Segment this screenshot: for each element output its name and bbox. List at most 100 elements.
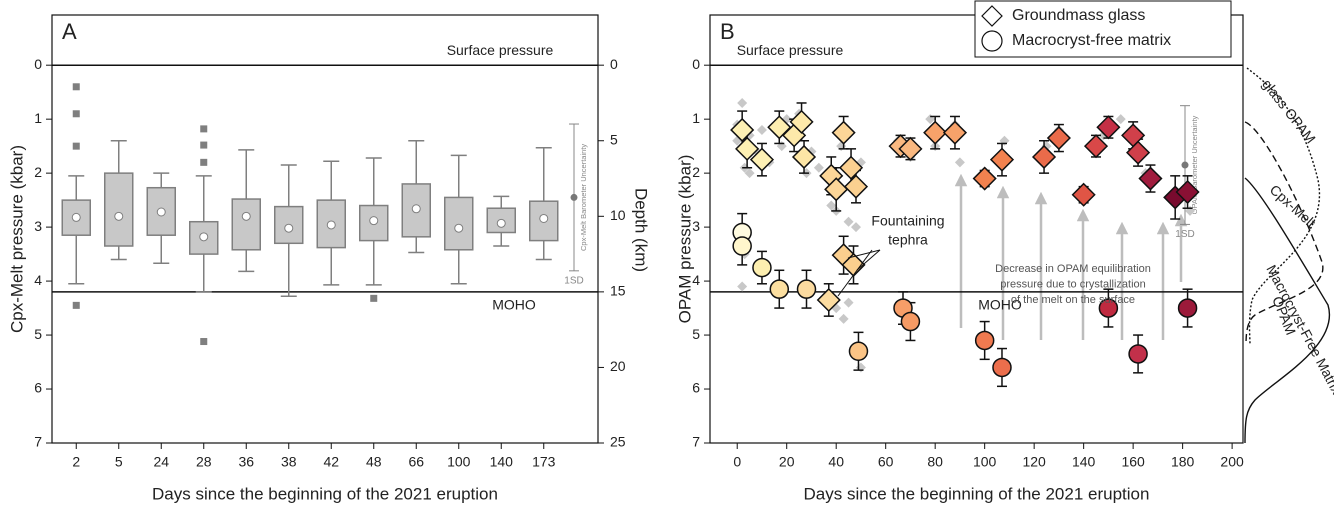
point bbox=[1175, 179, 1200, 205]
analysis-point bbox=[813, 162, 824, 173]
uncertainty-point bbox=[570, 193, 578, 201]
y2-tick-label: 25 bbox=[610, 434, 626, 450]
y-tick-label: 7 bbox=[692, 434, 700, 450]
point bbox=[1177, 298, 1198, 318]
point bbox=[732, 236, 752, 256]
y2-tick-label: 5 bbox=[610, 131, 618, 147]
y-tick-label: 3 bbox=[692, 218, 700, 234]
panel-label: A bbox=[62, 19, 77, 44]
outlier bbox=[200, 338, 208, 346]
x-tick-label: 100 bbox=[973, 454, 997, 470]
cpx-curve bbox=[1244, 121, 1324, 346]
annotation: of the melt on the surface bbox=[1011, 294, 1135, 306]
y-tick-label: 2 bbox=[34, 164, 42, 180]
analysis-point bbox=[1115, 114, 1126, 125]
y-tick-label: 4 bbox=[692, 272, 700, 288]
x-tick-label: 2 bbox=[72, 454, 80, 470]
x-tick-label: 42 bbox=[323, 454, 339, 470]
point bbox=[923, 120, 948, 145]
panel-label: B bbox=[720, 19, 735, 44]
x-tick-label: 24 bbox=[153, 454, 169, 470]
mean-point bbox=[539, 213, 549, 223]
mean-point bbox=[199, 232, 209, 242]
point bbox=[816, 287, 841, 313]
point bbox=[1046, 125, 1071, 151]
mean-point bbox=[411, 204, 421, 214]
y-tick-label: 6 bbox=[34, 380, 42, 396]
legend-marker bbox=[981, 5, 1003, 27]
y-axis-title: OPAM pressure (kbar) bbox=[675, 155, 694, 324]
point bbox=[942, 120, 968, 145]
y2-tick-label: 15 bbox=[610, 283, 626, 299]
reference-label: MOHO bbox=[492, 297, 536, 313]
outlier bbox=[72, 83, 80, 91]
analysis-point bbox=[999, 135, 1010, 146]
point bbox=[989, 147, 1015, 172]
outlier bbox=[200, 158, 208, 166]
x-axis-title: Days since the beginning of the 2021 eru… bbox=[804, 484, 1150, 503]
mean-point bbox=[496, 218, 506, 228]
mean-point bbox=[114, 211, 124, 221]
analysis-point bbox=[838, 313, 849, 324]
outlier bbox=[200, 125, 208, 133]
curve-label: Cpx-Melt bbox=[1267, 181, 1319, 230]
annotation-leader bbox=[856, 249, 881, 271]
annotation: Decrease in OPAM equilibration bbox=[995, 263, 1151, 275]
mean-point bbox=[369, 216, 379, 226]
x-tick-label: 48 bbox=[366, 454, 382, 470]
mean-point bbox=[454, 223, 464, 233]
x-tick-label: 180 bbox=[1171, 454, 1195, 470]
analysis-point bbox=[744, 168, 755, 179]
point bbox=[841, 252, 866, 277]
point bbox=[974, 330, 995, 351]
y2-axis-title: Depth (km) bbox=[632, 188, 651, 272]
point bbox=[1031, 144, 1057, 170]
matrix-curve bbox=[1244, 177, 1331, 444]
x-axis-title: Days since the beginning of the 2021 eru… bbox=[152, 484, 498, 503]
x-tick-label: 120 bbox=[1022, 454, 1046, 470]
outlier bbox=[72, 301, 80, 309]
y2-tick-label: 0 bbox=[610, 56, 618, 72]
curve-label: glass OPAM bbox=[1259, 76, 1319, 146]
y-tick-label: 2 bbox=[692, 164, 700, 180]
mean-point bbox=[284, 223, 294, 233]
uncertainty-point bbox=[1181, 161, 1189, 169]
outlier bbox=[72, 142, 80, 150]
y-tick-label: 4 bbox=[34, 272, 42, 288]
point bbox=[848, 341, 869, 361]
x-tick-label: 40 bbox=[828, 454, 844, 470]
analysis-point bbox=[855, 362, 866, 373]
box bbox=[444, 196, 474, 251]
point bbox=[1096, 115, 1121, 140]
point bbox=[838, 155, 864, 180]
point bbox=[791, 144, 817, 170]
x-tick-label: 28 bbox=[196, 454, 212, 470]
analysis-point bbox=[756, 124, 767, 135]
y-tick-label: 0 bbox=[692, 56, 700, 72]
point bbox=[730, 117, 755, 143]
mean-point bbox=[71, 212, 81, 222]
reference-label: Surface pressure bbox=[737, 42, 844, 58]
x-tick-label: 200 bbox=[1220, 454, 1244, 470]
y-axis-title: Cpx-Melt pressure (kbar) bbox=[7, 145, 26, 333]
annotation-leader bbox=[847, 249, 881, 259]
box bbox=[231, 198, 261, 251]
box bbox=[104, 172, 134, 247]
point bbox=[992, 357, 1012, 378]
box bbox=[529, 200, 559, 242]
point bbox=[831, 120, 856, 145]
point bbox=[749, 147, 775, 172]
x-tick-label: 0 bbox=[733, 454, 741, 470]
point bbox=[769, 279, 790, 299]
reference-label: MOHO bbox=[978, 297, 1022, 313]
x-tick-label: 66 bbox=[408, 454, 424, 470]
point bbox=[972, 166, 997, 191]
analysis-point bbox=[843, 297, 854, 308]
point bbox=[843, 174, 869, 199]
point bbox=[796, 279, 817, 299]
outlier bbox=[200, 141, 208, 149]
point bbox=[1098, 298, 1119, 318]
legend-marker bbox=[981, 30, 1003, 52]
x-tick-label: 100 bbox=[447, 454, 471, 470]
